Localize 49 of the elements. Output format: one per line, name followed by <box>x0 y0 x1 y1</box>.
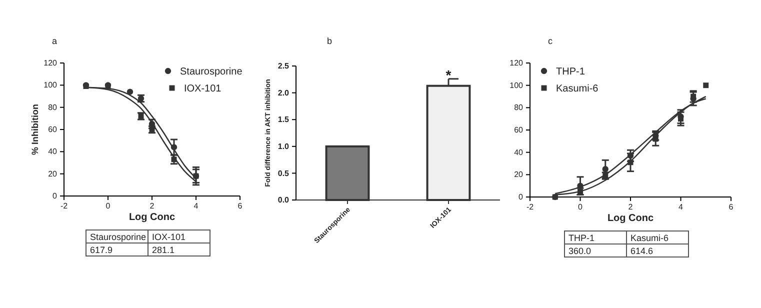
y-tick-label: 2.5 <box>278 62 290 71</box>
y-tick-label: 120 <box>44 58 58 68</box>
x-tick-label: 6 <box>728 202 734 212</box>
x-tick-label: 0 <box>106 202 111 211</box>
y-tick-label: 2.0 <box>278 88 290 98</box>
y-tick-label: 0 <box>52 192 58 201</box>
legend-label: THP-1 <box>556 66 586 78</box>
y-tick-label: 60 <box>514 126 524 135</box>
x-axis-title: Log Conc <box>607 213 654 224</box>
text: 614.6 <box>630 246 654 256</box>
y-tick-label: 80 <box>48 102 58 112</box>
legend-label: Staurosporine <box>180 66 243 78</box>
chart-title: c <box>548 36 553 46</box>
x-tick-label: -2 <box>60 202 68 211</box>
y-tick-label: 100 <box>44 80 58 90</box>
text: 281.1 <box>152 245 175 255</box>
x-tick-label: 0 <box>578 202 584 212</box>
y-tick-label: 60 <box>48 125 58 134</box>
text: 360.0 <box>568 246 592 256</box>
y-tick-label: 20 <box>514 170 524 180</box>
text: Kasumi-6 <box>630 233 669 243</box>
y-tick-label: 40 <box>514 148 524 157</box>
text: Staurosporine <box>90 232 146 242</box>
x-tick-label: -2 <box>526 202 534 212</box>
y-tick-label: 120 <box>510 58 524 68</box>
chart-title: b <box>327 36 332 46</box>
y-tick-label: 80 <box>514 103 524 112</box>
y-tick-label: 40 <box>48 147 58 156</box>
y-tick-label: 100 <box>510 80 524 90</box>
x-tick-label: 2 <box>150 202 155 211</box>
text: IOX-101 <box>152 232 186 242</box>
text: THP-1 <box>568 233 595 243</box>
x-tick-label: 2 <box>628 202 634 212</box>
legend-label: IOX-101 <box>184 84 222 94</box>
y-tick-label: 0.0 <box>278 196 290 205</box>
y-tick-label: 1.0 <box>278 142 290 151</box>
chart-title: a <box>52 36 58 46</box>
x-tick-label: 4 <box>678 202 684 212</box>
y-axis-title: % Inhibition <box>30 104 40 155</box>
y-tick-label: 0.5 <box>278 168 290 178</box>
y-tick-label: 0 <box>518 192 524 202</box>
y-tick-label: 20 <box>48 169 58 178</box>
text: 617.9 <box>90 245 113 255</box>
x-tick-label: 6 <box>238 202 243 211</box>
annotation: * <box>446 67 452 84</box>
legend-label: Kasumi-6 <box>556 84 599 94</box>
x-axis-title: Log Conc <box>128 212 176 223</box>
y-tick-label: 1.5 <box>278 115 290 124</box>
x-tick-label: 4 <box>194 202 199 211</box>
